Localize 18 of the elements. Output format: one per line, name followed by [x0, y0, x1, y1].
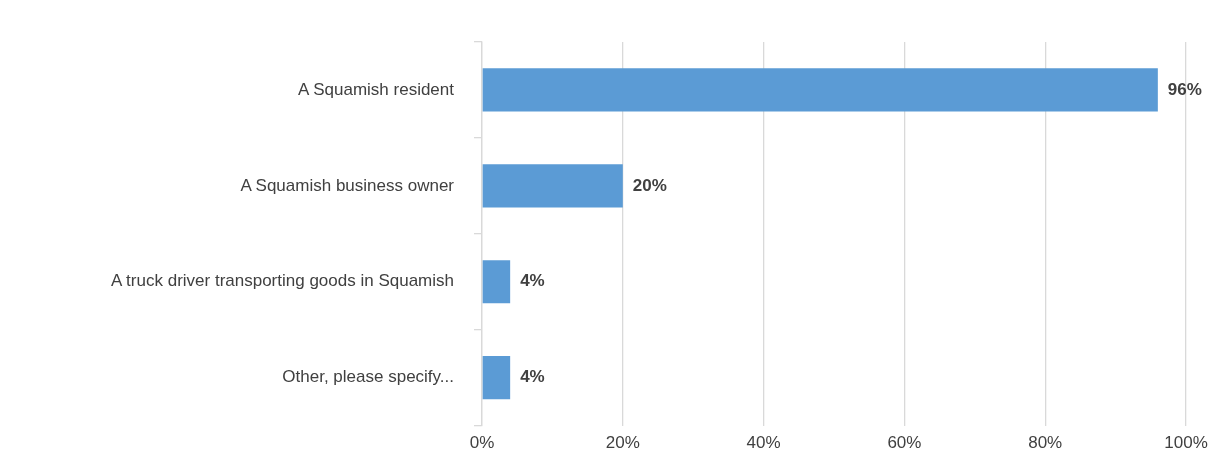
- data-label: 4%: [520, 367, 545, 387]
- data-label: 20%: [632, 175, 667, 195]
- x-tick-label: 100%: [1164, 433, 1208, 453]
- x-tick-label: 40%: [746, 433, 781, 453]
- y-tick-label: Other, please specify...: [282, 367, 454, 387]
- data-label: 4%: [520, 271, 545, 291]
- data-label: 96%: [1167, 79, 1202, 99]
- x-tick-label: 0%: [469, 433, 495, 453]
- bar: [482, 164, 623, 208]
- x-tick-label: 20%: [605, 433, 640, 453]
- y-tick-label: A truck driver transporting goods in Squamish: [110, 271, 454, 291]
- x-tick-label: 80%: [1028, 433, 1063, 453]
- bar: [482, 68, 1158, 112]
- y-tick-label: A Squamish business owner: [240, 175, 455, 195]
- x-tick-label: 60%: [887, 433, 922, 453]
- bar: [482, 260, 511, 304]
- bar: [482, 356, 511, 400]
- y-tick-label: A Squamish resident: [298, 79, 455, 99]
